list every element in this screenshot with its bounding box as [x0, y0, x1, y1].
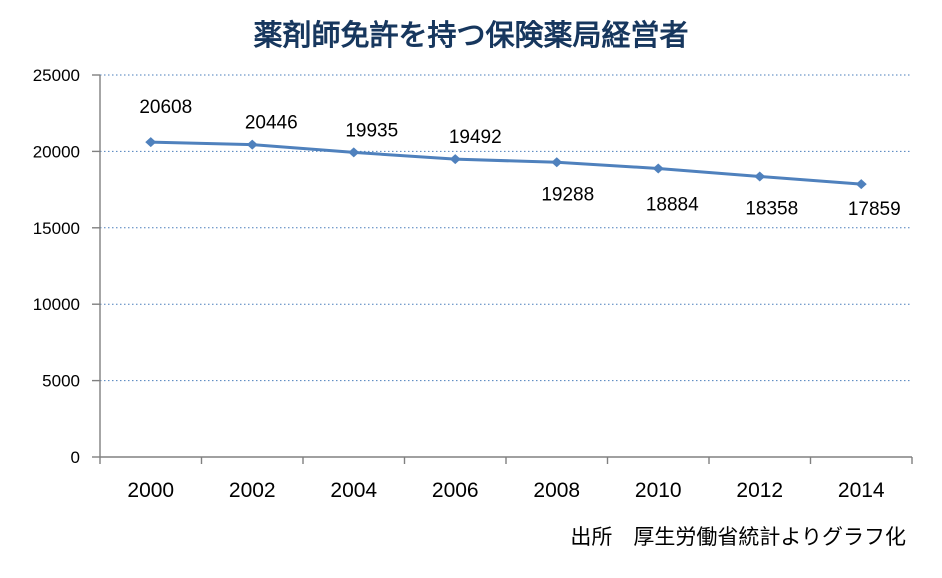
data-point-2006 [449, 154, 461, 165]
x-axis-label-2010: 2010 [635, 479, 682, 502]
y-axis-label-15000: 15000 [33, 219, 80, 238]
data-label-2014: 17859 [848, 199, 901, 220]
y-axis-label-10000: 10000 [33, 295, 80, 314]
y-axis-label-25000: 25000 [33, 66, 80, 85]
data-label-2006: 19492 [449, 127, 502, 148]
data-label-2010: 18884 [646, 194, 699, 215]
y-axis-label-5000: 5000 [42, 372, 80, 391]
x-axis-label-2012: 2012 [736, 479, 783, 502]
data-point-2000 [145, 137, 157, 148]
data-point-2012 [754, 171, 766, 182]
x-axis-label-2006: 2006 [432, 479, 479, 502]
data-label-2000: 20608 [139, 97, 192, 118]
data-point-2002 [246, 139, 258, 150]
data-label-2004: 19935 [345, 120, 398, 141]
y-axis-label-0: 0 [71, 448, 80, 467]
data-label-2012: 18358 [745, 198, 798, 219]
y-axis-label-20000: 20000 [33, 142, 80, 161]
data-label-2008: 19288 [541, 184, 594, 205]
data-point-2014 [855, 179, 867, 190]
x-axis-label-2004: 2004 [330, 479, 377, 502]
data-label-2002: 20446 [245, 113, 298, 134]
source-note: 出所 厚生労働省統計よりグラフ化 [570, 526, 906, 549]
series-line [149, 140, 863, 186]
x-axis-label-2000: 2000 [127, 479, 174, 502]
data-point-2008 [551, 157, 563, 168]
data-point-2010 [652, 163, 664, 174]
x-axis-label-2008: 2008 [533, 479, 580, 502]
x-axis-label-2002: 2002 [229, 479, 276, 502]
data-point-2004 [348, 147, 360, 158]
chart-title: 薬剤師免許を持つ保険薬局経営者 [253, 20, 689, 52]
x-axis-label-2014: 2014 [838, 479, 885, 502]
